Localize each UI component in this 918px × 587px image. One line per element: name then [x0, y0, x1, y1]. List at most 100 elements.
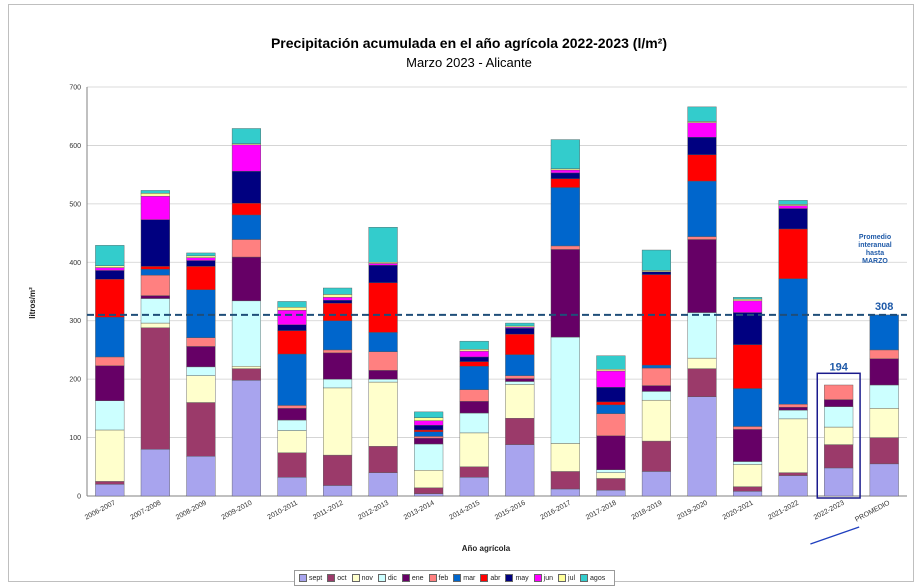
bar-segment-nov [641, 399, 671, 442]
legend-item-nov: nov [351, 574, 373, 582]
bar-segment-sept [95, 484, 125, 497]
y-axis-label: litros/m² [28, 287, 37, 319]
x-tick-label: 2019-2020 [676, 500, 709, 522]
bar-segment-agos [778, 200, 808, 205]
legend-swatch [453, 574, 462, 582]
bar-segment-mar [277, 353, 307, 406]
y-tick-label: 500 [69, 201, 81, 208]
bar-segment-dic [368, 378, 398, 383]
bar-segment-may [140, 219, 170, 267]
bar-segment-sept [550, 488, 580, 497]
bar-segment-jun [231, 144, 261, 172]
bar-segment-may [323, 300, 353, 304]
bar-segment-sept [596, 489, 626, 497]
legend-swatch [327, 574, 336, 582]
chart: Precipitación acumulada en el año agríco… [28, 35, 907, 553]
bar-segment-mar [186, 289, 216, 338]
legend-item-jul: jul [558, 574, 575, 582]
bar-segment-abr [186, 266, 216, 290]
legend-label: jul [568, 574, 576, 582]
y-tick-label: 200 [69, 377, 81, 384]
bar-segment-agos [95, 245, 125, 266]
bar-segment-agos [277, 301, 307, 308]
legend-swatch [558, 574, 567, 582]
bar-segment-feb [95, 356, 125, 366]
legend: sept oct nov dic ene feb mar abr may jun jul agos [294, 570, 616, 586]
bar-segment-nov [414, 470, 444, 489]
bar-segment-sept [277, 477, 307, 497]
bar-segment-may [95, 270, 125, 280]
legend-swatch [428, 574, 437, 582]
bar-segment-may [505, 328, 535, 335]
legend-item-feb: feb [428, 574, 448, 582]
legend-item-dic: dic [377, 574, 397, 582]
bar-segment-abr [459, 361, 489, 367]
bar-segment-ene [186, 346, 216, 368]
bar-segment-oct [505, 418, 535, 445]
bar-segment-dic [95, 400, 125, 431]
legend-item-jun: jun [533, 574, 553, 582]
bar-segment-agos [368, 227, 398, 263]
bar-segment-dic [277, 419, 307, 431]
y-tick-label: 600 [69, 143, 81, 150]
bar-segment-jul [95, 265, 125, 268]
bar-segment-jun [414, 420, 444, 426]
bar-segment-nov [550, 443, 580, 472]
bar-segment-nov [778, 418, 808, 473]
bar-segment-abr [231, 203, 261, 216]
bar-segment-feb [459, 389, 489, 402]
bar-segment-mar [140, 269, 170, 276]
bar-segment-ene [368, 370, 398, 380]
bar-segment-agos [323, 287, 353, 295]
legend-label: sept [309, 574, 323, 582]
bar-segment-sept [140, 449, 170, 497]
bar-segment-feb [277, 405, 307, 409]
bar-segment-jul [140, 193, 170, 197]
bar-segment-feb [778, 404, 808, 408]
bar-segment-jun [596, 370, 626, 388]
bar-segment-nov [186, 375, 216, 403]
bar-segment-abr [687, 154, 717, 182]
bar-segment-oct [368, 446, 398, 473]
bar-segment-may [687, 137, 717, 155]
legend-item-abr: abr [480, 574, 500, 582]
bar-segment-dic [824, 406, 854, 428]
bar-segment-oct [231, 368, 261, 381]
bar-segment-nov [140, 322, 170, 328]
y-tick-label: 700 [69, 85, 81, 92]
bar-segment-nov [687, 357, 717, 369]
bar-segment-sept [824, 467, 854, 497]
bar-segment-abr [550, 178, 580, 188]
bar-segment-feb [186, 337, 216, 347]
x-tick-label: 2012-2013 [357, 500, 390, 522]
bar-segment-dic [733, 461, 763, 465]
bar-segment-feb [733, 426, 763, 430]
bar-segment-jul [459, 349, 489, 352]
bar-segment-oct [687, 368, 717, 397]
x-tick-label: 2017-2018 [585, 500, 618, 522]
bar-segment-dic [186, 366, 216, 376]
bar-segment-jun [277, 309, 307, 326]
bar-segment-dic [414, 443, 444, 471]
bar-segment-jun [550, 169, 580, 174]
legend-swatch [299, 574, 307, 582]
bar-segment-mar [323, 320, 353, 351]
bar-segment-agos [733, 297, 763, 300]
current-total-label: 194 [829, 361, 848, 373]
bar-segment-agos [231, 128, 261, 144]
bar-segment-nov [596, 472, 626, 479]
bar-segment-oct [824, 444, 854, 469]
bar-segment-dic [459, 412, 489, 434]
bar-segment-oct [459, 466, 489, 478]
bar-segment-mar [733, 388, 763, 427]
bar-segment-feb [824, 384, 854, 400]
legend-swatch [377, 574, 386, 582]
bar-segment-oct [869, 437, 899, 465]
bar-segment-oct [641, 440, 671, 472]
bar-segment-jun [687, 122, 717, 138]
x-tick-label: 2016-2017 [539, 500, 572, 522]
bar-segment-oct [140, 327, 170, 450]
bar-segment-ene [824, 399, 854, 407]
bar-segment-feb [323, 349, 353, 354]
bar-segment-sept [733, 491, 763, 497]
